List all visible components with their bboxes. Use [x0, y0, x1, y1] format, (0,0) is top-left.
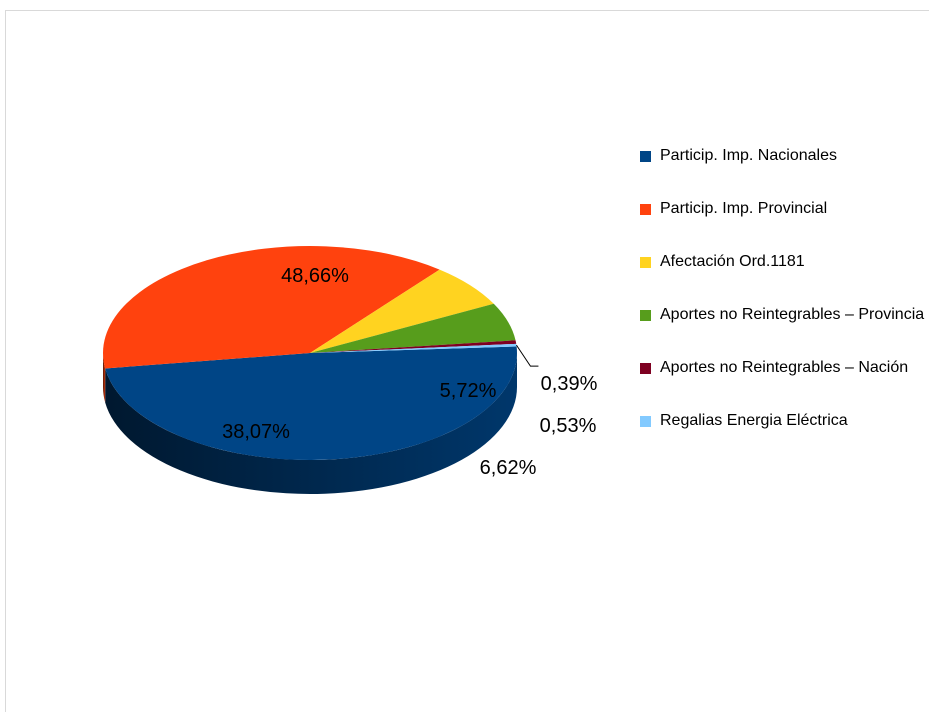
legend-swatch: [640, 416, 651, 427]
slice-data-label: 0,39%: [541, 373, 598, 395]
legend-swatch: [640, 204, 651, 215]
slice-data-label: 5,72%: [440, 380, 497, 402]
pie-slice: [102, 245, 440, 369]
legend-item: Aportes no Reintegrables – Nación: [640, 358, 925, 377]
legend-swatch: [640, 151, 651, 162]
pie-slice-side: [105, 353, 517, 495]
legend-swatch: [640, 257, 651, 268]
slice-data-label: 6,62%: [480, 457, 537, 479]
legend-item: Aportes no Reintegrables – Provincia: [640, 305, 925, 324]
legend-label: Aportes no Reintegrables – Nación: [660, 359, 909, 376]
chart-frame: [5, 10, 929, 712]
pie-slice: [105, 346, 517, 460]
legend-label: Particip. Imp. Provincial: [660, 200, 828, 217]
legend-item: Particip. Imp. Provincial: [640, 199, 925, 218]
legend-label: Particip. Imp. Nacionales: [660, 147, 837, 164]
leader-line: [516, 344, 539, 367]
legend-label: Afectación Ord.1181: [660, 253, 805, 270]
legend-item: Regalias Energia Eléctrica: [640, 411, 925, 430]
legend-label: Aportes no Reintegrables – Provincia: [660, 306, 925, 323]
slice-data-label: 0,53%: [540, 415, 597, 437]
legend-swatch: [640, 363, 651, 374]
pie-slice: [310, 269, 494, 353]
pie-slice: [310, 340, 517, 353]
slice-labels: 48,66% 38,07% 6,62% 5,72% 0,53% 0,39%: [222, 265, 597, 479]
slice-data-label: 38,07%: [222, 421, 290, 443]
legend-label: Regalias Energia Eléctrica: [660, 412, 848, 429]
legend: Particip. Imp. Nacionales Particip. Imp.…: [640, 146, 925, 464]
pie-sides: [103, 353, 517, 495]
pie-slice-side: [103, 353, 106, 403]
pie-slice: [310, 343, 517, 353]
legend-item: Afectación Ord.1181: [640, 252, 925, 271]
pie-tops: [102, 245, 517, 460]
legend-swatch: [640, 310, 651, 321]
leader-lines: [516, 344, 539, 367]
pie-slice: [310, 303, 516, 353]
slice-data-label: 48,66%: [281, 265, 349, 287]
legend-item: Particip. Imp. Nacionales: [640, 146, 925, 165]
